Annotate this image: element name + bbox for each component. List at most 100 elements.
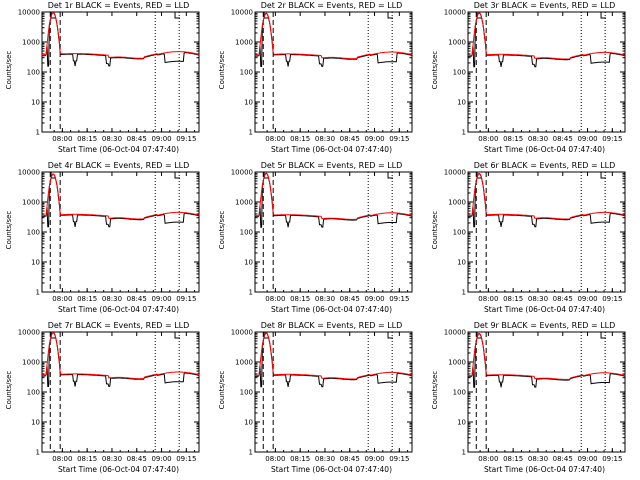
plot-frame: [467, 171, 626, 293]
y-tick-label: 10000: [444, 9, 466, 17]
y-tick-label: 10000: [18, 329, 40, 337]
y-axis-label: Counts/sec: [5, 50, 13, 90]
x-tick-label: 09:15: [389, 455, 409, 463]
x-tick-label: 09:15: [602, 455, 622, 463]
chart-panel: Det 9r BLACK = Events, RED = LLD 1 10 100 10…: [426, 320, 639, 480]
panel-plot: 1 10 100 1000 10000 08:00 08:15 08:30 08:45 09:00…: [444, 329, 626, 463]
y-tick-label: 1: [249, 449, 253, 457]
series-lld-line: [255, 172, 413, 220]
plot-frame: [41, 11, 200, 133]
y-tick-label: 10: [244, 419, 253, 427]
y-tick-label: 1: [36, 129, 40, 137]
panel-plot: 1 10 100 1000 10000 08:00 08:15 08:30 08:45 09:00…: [18, 9, 200, 143]
y-tick-label: 100: [453, 69, 466, 77]
y-tick-label: 10000: [444, 329, 466, 337]
y-tick-label: 1000: [235, 359, 253, 367]
y-tick-label: 10000: [18, 9, 40, 17]
y-tick-label: 100: [27, 229, 40, 237]
series-events-line: [468, 12, 626, 68]
series-events-line: [255, 172, 413, 228]
y-tick-label: 10: [457, 99, 466, 107]
x-tick-label: 09:00: [151, 295, 171, 303]
x-tick-label: 08:15: [503, 455, 523, 463]
series-events-line: [42, 173, 200, 228]
x-tick-label: 08:30: [528, 295, 548, 303]
panel-title: Det 1r BLACK = Events, RED = LLD: [47, 1, 190, 10]
x-tick-label: 08:45: [340, 455, 360, 463]
plot-frame: [41, 331, 200, 453]
bracket-mark: [174, 12, 181, 19]
series-events-line: [468, 333, 626, 388]
y-tick-label: 10: [31, 99, 40, 107]
x-tick-label: 08:00: [265, 295, 285, 303]
panel-title: Det 2r BLACK = Events, RED = LLD: [260, 1, 403, 10]
plot-frame: [41, 171, 200, 293]
plot-frame: [467, 11, 626, 133]
x-tick-label: 08:15: [77, 455, 97, 463]
x-tick-label: 09:00: [577, 295, 597, 303]
bracket-mark: [387, 332, 394, 339]
x-tick-label: 08:30: [315, 295, 335, 303]
x-tick-label: 08:45: [127, 135, 147, 143]
x-tick-label: 08:45: [340, 295, 360, 303]
y-tick-label: 1: [462, 129, 466, 137]
y-tick-label: 1000: [448, 359, 466, 367]
x-tick-label: 09:15: [176, 295, 196, 303]
bracket-mark: [600, 12, 607, 19]
series-lld-line: [255, 332, 413, 380]
x-tick-label: 08:00: [478, 295, 498, 303]
x-axis-label: Start Time (06-Oct-04 07:47:40): [57, 465, 180, 474]
chart-panel: Det 5r BLACK = Events, RED = LLD 1 10 100 10…: [213, 160, 426, 320]
y-tick-label: 100: [27, 69, 40, 77]
y-tick-label: 10: [244, 99, 253, 107]
x-tick-label: 08:15: [290, 135, 310, 143]
x-tick-label: 09:15: [602, 295, 622, 303]
y-tick-label: 100: [453, 389, 466, 397]
y-tick-label: 100: [240, 69, 253, 77]
series-lld-line: [42, 173, 200, 220]
y-tick-label: 10: [457, 419, 466, 427]
bracket-mark: [174, 172, 181, 179]
x-axis-label: Start Time (06-Oct-04 07:47:40): [483, 305, 606, 314]
plot-frame: [254, 171, 413, 293]
panel-plot: 1 10 100 1000 10000 08:00 08:15 08:30 08:45 09:00…: [231, 9, 413, 143]
series-events-line: [42, 332, 200, 387]
y-tick-label: 1000: [448, 199, 466, 207]
y-tick-label: 10: [31, 259, 40, 267]
y-tick-label: 100: [453, 229, 466, 237]
x-tick-label: 08:00: [52, 455, 72, 463]
x-tick-label: 08:45: [127, 295, 147, 303]
series-lld-line: [255, 12, 413, 60]
y-tick-label: 1000: [235, 39, 253, 47]
series-lld-line: [42, 11, 200, 59]
x-axis-label: Start Time (06-Oct-04 07:47:40): [270, 145, 393, 154]
series-lld-line: [468, 172, 626, 220]
x-tick-label: 09:00: [364, 295, 384, 303]
bracket-mark: [387, 12, 394, 19]
panel-title: Det 5r BLACK = Events, RED = LLD: [260, 161, 403, 170]
y-tick-label: 1: [462, 449, 466, 457]
panel-title: Det 4r BLACK = Events, RED = LLD: [47, 161, 190, 170]
series-events-line: [255, 12, 413, 67]
panel-title: Det 8r BLACK = Events, RED = LLD: [260, 321, 403, 330]
panel-plot: 1 10 100 1000 10000 08:00 08:15 08:30 08:45 09:00…: [231, 169, 413, 303]
x-tick-label: 08:30: [315, 455, 335, 463]
x-tick-label: 08:30: [528, 455, 548, 463]
panel-title: Det 6r BLACK = Events, RED = LLD: [473, 161, 616, 170]
plot-frame: [254, 11, 413, 133]
x-tick-label: 08:30: [102, 135, 122, 143]
bracket-mark: [387, 172, 394, 179]
x-tick-label: 08:15: [503, 135, 523, 143]
y-tick-label: 1000: [22, 199, 40, 207]
y-tick-label: 1000: [22, 359, 40, 367]
series-lld-line: [468, 332, 626, 380]
x-tick-label: 08:30: [102, 455, 122, 463]
y-tick-label: 10000: [231, 9, 253, 17]
chart-panel: Det 8r BLACK = Events, RED = LLD 1 10 100 10…: [213, 320, 426, 480]
chart-panel: Det 2r BLACK = Events, RED = LLD 1 10 100 10…: [213, 0, 426, 160]
panel-title: Det 9r BLACK = Events, RED = LLD: [473, 321, 616, 330]
x-tick-label: 08:00: [478, 135, 498, 143]
x-tick-label: 08:15: [503, 295, 523, 303]
x-axis-label: Start Time (06-Oct-04 07:47:40): [270, 305, 393, 314]
y-tick-label: 10000: [231, 329, 253, 337]
